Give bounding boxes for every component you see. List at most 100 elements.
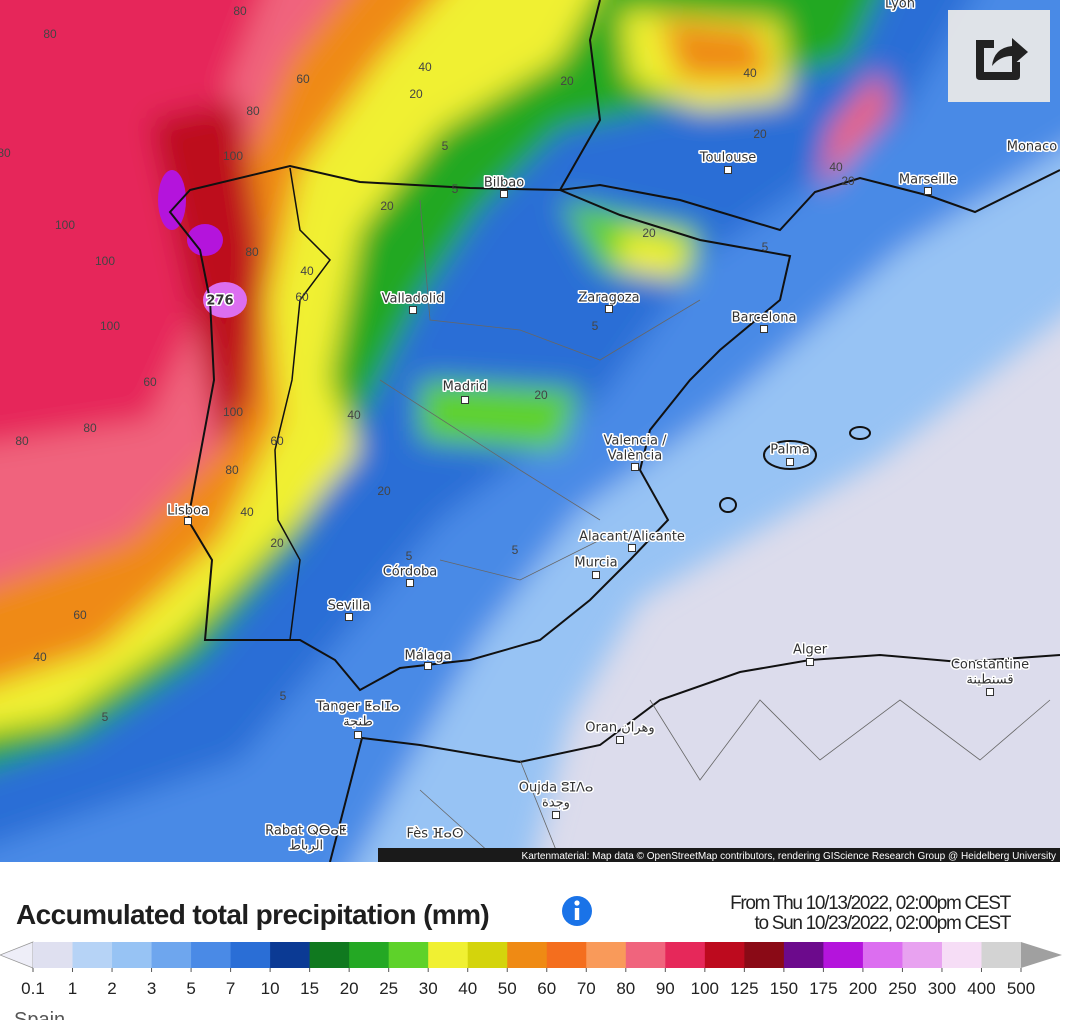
city-label: Tanger ⵟⴰⵏⵊⴰ (316, 700, 400, 715)
max-area (158, 170, 186, 230)
city-label: Palma (770, 443, 809, 458)
city-marker (409, 306, 417, 314)
city-marker (628, 544, 636, 552)
city-label: وجدة (542, 796, 570, 811)
city-marker (552, 811, 560, 819)
city-label: Oran وهران (585, 721, 654, 736)
legend-tick-label: 20 (340, 979, 359, 998)
contour-label: 20 (753, 127, 767, 141)
city-label: قسنطينة (966, 673, 1013, 688)
info-icon[interactable] (562, 896, 592, 926)
city-label: Oujda ⵓⵊⴷⴰ (519, 781, 594, 796)
city-label: طنجة (343, 715, 373, 730)
city-marker (461, 396, 469, 404)
legend-swatch (112, 942, 153, 968)
legend-swatch (72, 942, 113, 968)
legend-tick-label: 300 (928, 979, 956, 998)
legend-swatch (151, 942, 192, 968)
legend-swatch (507, 942, 548, 968)
contour-label: 60 (143, 375, 157, 389)
legend-tick-label: 175 (809, 979, 837, 998)
contour-label: 5 (442, 139, 449, 153)
legend-tick-label: 150 (770, 979, 798, 998)
city-label: Lyon (885, 0, 915, 12)
city-marker (406, 579, 414, 587)
city-label: Fès ⴼⴰⵙ (407, 827, 464, 842)
footer: Spain (14, 1009, 65, 1020)
legend-swatch (586, 942, 627, 968)
legend-swatch (349, 942, 390, 968)
city-marker (631, 463, 639, 471)
legend-tick-label: 10 (261, 979, 280, 998)
contour-label: 100 (100, 319, 120, 333)
city-marker (924, 187, 932, 195)
city-label: Murcia (574, 556, 617, 571)
legend-tick-label: 70 (577, 979, 596, 998)
legend-tick-label: 40 (458, 979, 477, 998)
legend-tick-label: 60 (537, 979, 556, 998)
contour-label: 20 (841, 174, 855, 188)
contour-label: 80 (0, 146, 11, 160)
share-button[interactable] (948, 10, 1050, 102)
legend-tick-label: 80 (616, 979, 635, 998)
city-label: Valladolid (382, 292, 445, 307)
contour-label: 80 (15, 434, 29, 448)
coastline (168, 0, 1060, 862)
title: Accumulated total precipitation (mm) (16, 899, 489, 930)
contour-label: 20 (409, 87, 423, 101)
max-area (187, 224, 223, 256)
legend-tick-label: 500 (1007, 979, 1035, 998)
legend-tick-label: 30 (419, 979, 438, 998)
city-marker (592, 571, 600, 579)
city-label: Córdoba (383, 565, 438, 580)
legend-swatch (902, 942, 943, 968)
legend-tick-label: 50 (498, 979, 517, 998)
city-marker (184, 517, 192, 525)
contour-label: 20 (270, 536, 284, 550)
contour-label: 80 (225, 463, 239, 477)
city-label: Alger (793, 643, 828, 658)
city-label: Marseille (899, 173, 957, 188)
contour-label: 5 (406, 549, 413, 563)
city-marker (786, 458, 794, 466)
contour-label: 20 (534, 388, 548, 402)
city-label: الرباط (289, 839, 323, 854)
legend-swatch (191, 942, 232, 968)
legend-tick-label: 5 (186, 979, 195, 998)
contour-label: 60 (296, 72, 310, 86)
contour-label: 60 (73, 608, 87, 622)
contour-label: 20 (380, 199, 394, 213)
legend-tick-label: 25 (379, 979, 398, 998)
city-label: Madrid (443, 380, 488, 395)
city-marker (986, 688, 994, 696)
borders (379, 199, 1051, 862)
legend-swatch (230, 942, 271, 968)
contour-label: 5 (592, 319, 599, 333)
legend-swatch (941, 942, 982, 968)
period-end: to Sun 10/23/2022, 02:00pm CEST (755, 913, 1012, 934)
contour-label: 100 (95, 254, 115, 268)
contour-label: 5 (102, 710, 109, 724)
city-marker (605, 305, 613, 313)
city-marker (806, 658, 814, 666)
legend-swatch (467, 942, 508, 968)
contour-label: 80 (245, 245, 259, 259)
city-label: Sevilla (328, 599, 371, 614)
contour-label: 5 (280, 689, 287, 703)
legend-tick-label: 125 (730, 979, 758, 998)
contour-label: 80 (246, 104, 260, 118)
legend-swatch (625, 942, 666, 968)
legend-swatch (33, 942, 74, 968)
contour-label: 40 (300, 264, 314, 278)
contour-label: 20 (560, 74, 574, 88)
contour-label: 80 (233, 4, 247, 18)
legend-swatch (546, 942, 587, 968)
legend-swatch (270, 942, 311, 968)
city-marker (424, 662, 432, 670)
contour-label: 40 (347, 408, 361, 422)
city-label: Rabat ⵕⴱⴰⵟ (265, 824, 347, 839)
city-label: Toulouse (699, 151, 757, 166)
city-label: València (608, 449, 662, 464)
legend-tick-label: 3 (147, 979, 156, 998)
city-label: Valencia / (604, 434, 668, 449)
